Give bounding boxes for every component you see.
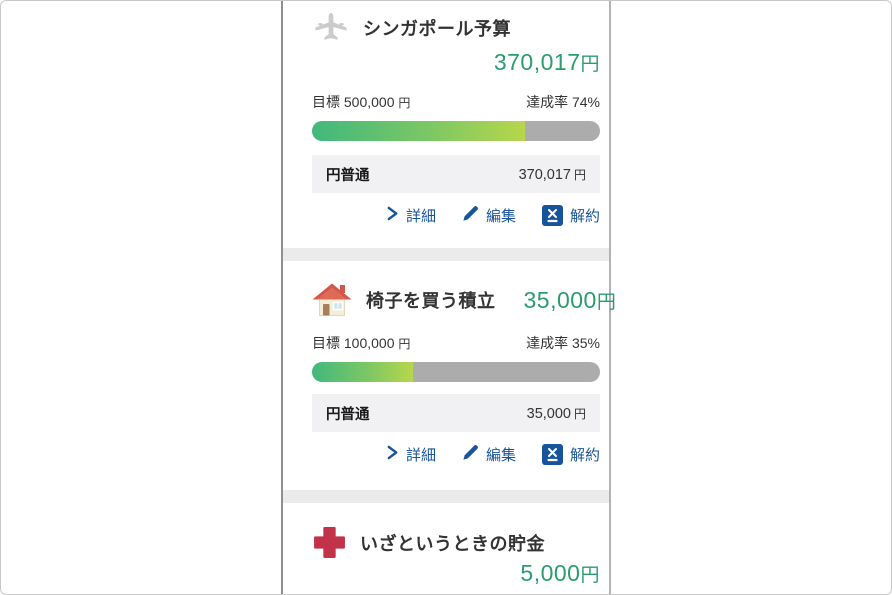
edit-link[interactable]: 編集 [462,444,516,465]
close-box-icon [541,444,563,465]
account-balance: 35,000 円 [526,405,586,422]
chevron-right-icon [386,206,399,225]
airplane-icon [312,11,350,44]
goal-current-amount: 35,000円 [523,286,617,313]
cancel-link[interactable]: 解約 [541,444,600,465]
goal-card-chair: 椅子を買う積立 35,000円 目標 100,000 円 達成率 35% 円普通… [312,261,616,490]
edit-link[interactable]: 編集 [462,205,516,226]
progress-bar [312,121,600,141]
card-header: いざというときの貯金 [312,525,600,560]
pencil-icon [462,205,479,226]
chevron-right-icon [386,445,399,464]
account-name: 円普通 [326,167,370,184]
account-row: 円普通 370,017 円 [312,155,600,193]
account-name: 円普通 [326,406,370,423]
house-icon [312,282,352,318]
goal-target: 目標 500,000 円 [312,94,411,110]
achievement-rate: 達成率 35% [526,335,600,351]
card-separator [283,248,609,261]
card-header: 椅子を買う積立 35,000円 [312,282,616,318]
achievement-rate: 達成率 74% [526,94,600,110]
goal-title: いざというときの貯金 [360,533,545,554]
savings-goal-list: シンガポール予算 370,017円 目標 500,000 円 達成率 74% 円… [281,0,616,595]
goal-card-singapore: シンガポール予算 370,017円 目標 500,000 円 達成率 74% 円… [312,0,600,248]
medical-cross-icon [312,525,347,560]
card-header: シンガポール予算 [312,11,600,44]
cancel-link[interactable]: 解約 [541,205,600,226]
progress-fill [312,362,413,382]
account-balance: 370,017 円 [518,166,586,183]
goal-target: 目標 100,000 円 [312,335,411,351]
close-box-icon [541,205,563,226]
card-separator [283,490,609,503]
detail-link[interactable]: 詳細 [386,205,436,226]
pencil-icon [462,444,479,465]
goal-title: 椅子を買う積立 [366,291,496,311]
card-actions: 詳細 編集 解約 [312,444,600,490]
goal-card-emergency: いざというときの貯金 5,000円 [312,503,600,587]
goal-current-amount: 370,017円 [493,49,600,75]
card-actions: 詳細 編集 解約 [312,205,600,248]
goal-current-amount: 5,000円 [520,560,600,586]
goal-title: シンガポール予算 [363,18,511,39]
detail-link[interactable]: 詳細 [386,444,436,465]
progress-bar [312,362,600,382]
account-row: 円普通 35,000 円 [312,394,600,432]
progress-fill [312,121,526,141]
